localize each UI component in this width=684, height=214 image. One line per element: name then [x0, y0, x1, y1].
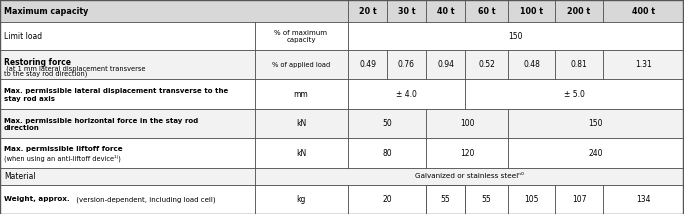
- Bar: [348, 79, 465, 109]
- Text: 150: 150: [508, 31, 523, 40]
- Text: 50: 50: [382, 119, 392, 128]
- Bar: [255, 138, 348, 168]
- Bar: [465, 79, 683, 109]
- Text: (when using an anti-liftoff device¹⁾): (when using an anti-liftoff device¹⁾): [4, 154, 121, 162]
- Bar: [603, 50, 684, 79]
- Text: 80: 80: [382, 149, 392, 158]
- Text: 200 t: 200 t: [568, 6, 590, 15]
- Text: Limit load: Limit load: [4, 31, 42, 40]
- Bar: [0, 0, 348, 22]
- Bar: [555, 0, 603, 22]
- Bar: [255, 185, 348, 214]
- Bar: [555, 50, 603, 79]
- Bar: [426, 109, 508, 138]
- Text: stay rod axis: stay rod axis: [4, 96, 55, 102]
- Bar: [348, 50, 387, 79]
- Bar: [465, 185, 508, 214]
- Text: (at 1 mm lateral displacement transverse: (at 1 mm lateral displacement transverse: [4, 65, 146, 72]
- Text: % of applied load: % of applied load: [272, 61, 330, 67]
- Bar: [0, 79, 255, 109]
- Bar: [508, 0, 555, 22]
- Text: 40 t: 40 t: [437, 6, 454, 15]
- Bar: [0, 168, 255, 185]
- Text: 1.31: 1.31: [635, 60, 652, 69]
- Text: (version-dependent, including load cell): (version-dependent, including load cell): [74, 196, 215, 203]
- Text: % of maximum
capacity: % of maximum capacity: [274, 30, 328, 43]
- Text: 134: 134: [636, 195, 650, 204]
- Text: Material: Material: [4, 172, 36, 181]
- Bar: [255, 79, 348, 109]
- Bar: [255, 109, 348, 138]
- Text: 20 t: 20 t: [358, 6, 376, 15]
- Text: kN: kN: [296, 119, 306, 128]
- Bar: [387, 0, 426, 22]
- Bar: [426, 185, 465, 214]
- Bar: [465, 0, 508, 22]
- Text: Max. permissible liftoff force: Max. permissible liftoff force: [4, 146, 122, 152]
- Text: 55: 55: [482, 195, 491, 204]
- Text: 60 t: 60 t: [477, 6, 495, 15]
- Text: Galvanized or stainless steelⁿ⁰: Galvanized or stainless steelⁿ⁰: [415, 174, 523, 180]
- Bar: [348, 138, 426, 168]
- Bar: [255, 168, 683, 185]
- Bar: [255, 22, 348, 50]
- Text: 20: 20: [382, 195, 392, 204]
- Bar: [0, 138, 255, 168]
- Text: 55: 55: [440, 195, 450, 204]
- Bar: [555, 185, 603, 214]
- Bar: [508, 185, 555, 214]
- Text: Max. permissible horizontal force in the stay rod: Max. permissible horizontal force in the…: [4, 117, 198, 123]
- Bar: [0, 185, 255, 214]
- Text: 107: 107: [572, 195, 586, 204]
- Text: Weight, approx.: Weight, approx.: [4, 196, 70, 202]
- Bar: [255, 50, 348, 79]
- Bar: [426, 138, 508, 168]
- Bar: [603, 0, 684, 22]
- Bar: [387, 50, 426, 79]
- Text: 120: 120: [460, 149, 474, 158]
- Text: Max. permissible lateral displacement transverse to the: Max. permissible lateral displacement tr…: [4, 88, 228, 94]
- Bar: [508, 138, 683, 168]
- Text: 150: 150: [588, 119, 603, 128]
- Bar: [426, 50, 465, 79]
- Bar: [348, 185, 426, 214]
- Bar: [348, 109, 426, 138]
- Bar: [508, 109, 683, 138]
- Bar: [0, 109, 255, 138]
- Text: 105: 105: [524, 195, 539, 204]
- Text: kg: kg: [296, 195, 306, 204]
- Text: mm: mm: [293, 89, 308, 98]
- Text: 0.81: 0.81: [570, 60, 588, 69]
- Bar: [0, 22, 255, 50]
- Bar: [426, 0, 465, 22]
- Text: 100: 100: [460, 119, 474, 128]
- Bar: [0, 50, 255, 79]
- Bar: [426, 185, 465, 214]
- Bar: [508, 50, 555, 79]
- Bar: [348, 0, 387, 22]
- Bar: [0, 0, 683, 22]
- Text: Restoring force: Restoring force: [4, 58, 71, 67]
- Text: 0.94: 0.94: [437, 60, 454, 69]
- Text: 100 t: 100 t: [520, 6, 543, 15]
- Text: ± 5.0: ± 5.0: [564, 89, 584, 98]
- Text: 0.48: 0.48: [523, 60, 540, 69]
- Text: ± 4.0: ± 4.0: [396, 89, 417, 98]
- Text: 0.49: 0.49: [359, 60, 376, 69]
- Text: to the stay rod direction): to the stay rod direction): [4, 70, 88, 77]
- Text: 0.76: 0.76: [398, 60, 415, 69]
- Text: 240: 240: [588, 149, 603, 158]
- Text: 0.52: 0.52: [478, 60, 495, 69]
- Bar: [348, 22, 683, 50]
- Text: 30 t: 30 t: [398, 6, 415, 15]
- Text: Maximum capacity: Maximum capacity: [4, 6, 88, 15]
- Text: kN: kN: [296, 149, 306, 158]
- Bar: [603, 185, 684, 214]
- Bar: [465, 50, 508, 79]
- Text: direction: direction: [4, 125, 40, 131]
- Text: 400 t: 400 t: [632, 6, 655, 15]
